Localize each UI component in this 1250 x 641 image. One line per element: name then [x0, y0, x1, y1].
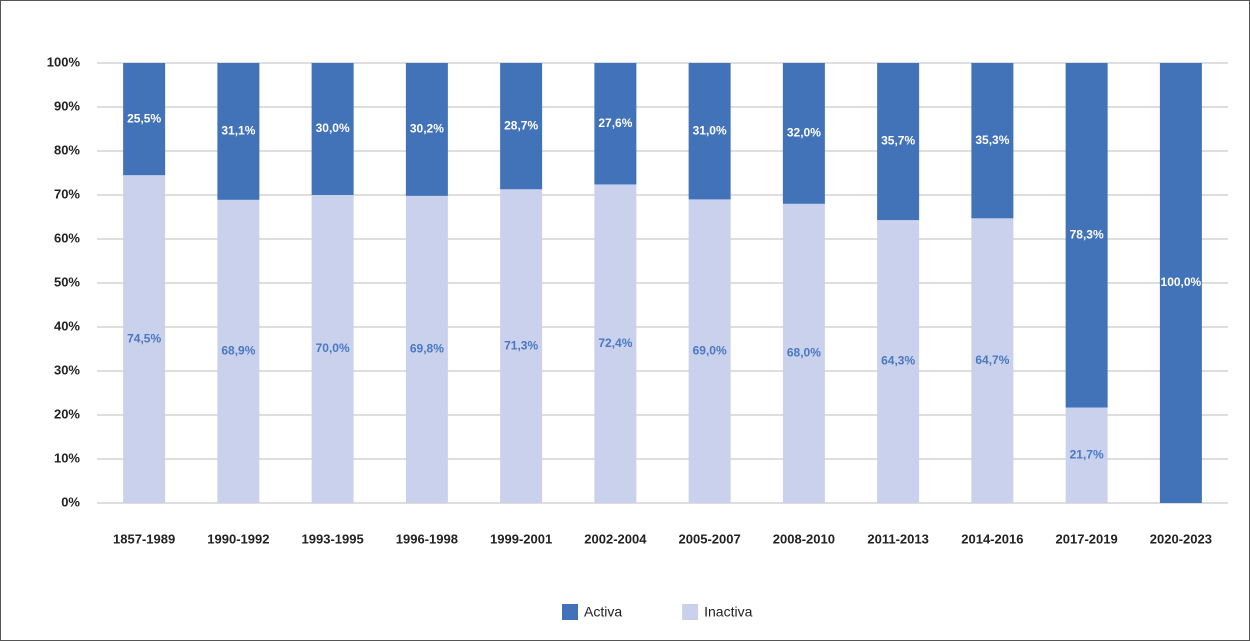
x-tick-label: 2002-2004	[584, 531, 647, 546]
y-tick-label: 20%	[54, 406, 80, 421]
y-tick-label: 40%	[54, 318, 80, 333]
y-tick-label: 100%	[47, 54, 81, 69]
bar-segment	[971, 218, 1014, 503]
bar-segment	[877, 63, 920, 221]
bar-segment	[782, 63, 825, 204]
legend-swatch	[682, 604, 699, 620]
bar-segment	[311, 63, 354, 195]
data-label: 27,6%	[598, 116, 632, 130]
y-tick-label: 70%	[54, 186, 80, 201]
data-label: 64,7%	[975, 353, 1009, 367]
x-tick-label: 2014-2016	[961, 531, 1023, 546]
x-tick-label: 1996-1998	[396, 531, 458, 546]
x-tick-label: 2011-2013	[867, 531, 928, 546]
data-label: 72,4%	[598, 336, 632, 350]
x-tick-label: 2020-2023	[1150, 531, 1212, 546]
bar-segment	[217, 199, 260, 503]
y-tick-label: 0%	[61, 494, 80, 509]
y-tick-label: 60%	[54, 230, 80, 245]
x-tick-label: 2005-2007	[679, 531, 741, 546]
bar-segment	[217, 63, 260, 200]
bar-segment	[688, 199, 731, 503]
legend-swatch	[562, 604, 578, 620]
bar-segment	[594, 63, 637, 185]
data-label: 78,3%	[1070, 227, 1104, 241]
data-label: 30,2%	[410, 122, 444, 136]
y-tick-label: 80%	[54, 142, 80, 157]
data-label: 31,1%	[221, 124, 255, 138]
x-tick-label: 2008-2010	[773, 531, 835, 546]
bar-segment	[123, 175, 166, 503]
bar-segment	[500, 189, 543, 503]
bar-segment	[1065, 63, 1108, 408]
data-label: 69,8%	[410, 342, 444, 356]
bar-segment	[500, 63, 543, 190]
data-label: 21,7%	[1070, 447, 1104, 461]
data-label: 69,0%	[693, 343, 727, 357]
data-label: 35,3%	[975, 133, 1009, 147]
bar-segment	[311, 195, 354, 503]
data-label: 31,0%	[693, 123, 727, 137]
legend-label: Inactiva	[704, 604, 752, 620]
data-label: 74,5%	[127, 331, 161, 345]
bar-segment	[594, 184, 637, 503]
x-tick-label: 2017-2019	[1056, 531, 1118, 546]
bar-segment	[782, 203, 825, 504]
data-label: 71,3%	[504, 338, 538, 352]
data-label: 28,7%	[504, 118, 538, 132]
data-label: 100,0%	[1161, 275, 1202, 289]
data-label: 35,7%	[881, 134, 915, 148]
legend-label: Activa	[584, 604, 622, 620]
bar-segment	[1159, 63, 1202, 503]
data-label: 64,3%	[881, 354, 915, 368]
bar-segment	[971, 63, 1014, 219]
bar-segment	[688, 63, 731, 200]
data-label: 25,5%	[127, 111, 161, 125]
bar-segment	[123, 63, 166, 176]
bar-segment	[405, 63, 448, 196]
y-tick-label: 10%	[54, 450, 80, 465]
y-tick-label: 30%	[54, 362, 80, 377]
bar-segment	[405, 195, 448, 503]
data-label: 32,0%	[787, 126, 821, 140]
x-tick-label: 1857-1989	[113, 531, 175, 546]
x-tick-label: 1990-1992	[207, 531, 269, 546]
bar-segment	[877, 220, 920, 503]
data-label: 70,0%	[316, 341, 350, 355]
x-tick-label: 1999-2001	[490, 531, 552, 546]
data-label: 30,0%	[316, 121, 350, 135]
y-tick-label: 90%	[54, 98, 80, 113]
y-tick-label: 50%	[54, 274, 80, 289]
data-label: 68,9%	[221, 344, 255, 358]
bar-segment	[1065, 407, 1108, 503]
x-tick-label: 1993-1995	[302, 531, 364, 546]
data-label: 68,0%	[787, 346, 821, 360]
